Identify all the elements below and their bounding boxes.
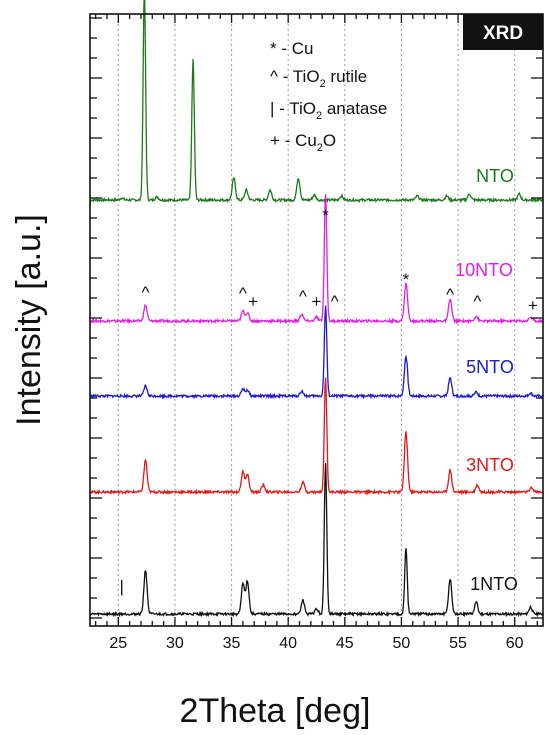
plot-frame	[89, 13, 544, 627]
series-label-3nto: 3NTO	[466, 455, 514, 475]
axis-ticks: 25 30 35 40 45 50 55 60	[90, 14, 543, 652]
series-label-nto: NTO	[476, 166, 514, 186]
peak-marker: ^	[331, 292, 339, 311]
series-label-5nto: 5NTO	[466, 357, 514, 377]
xrd-badge: XRD	[463, 14, 543, 50]
series-line-nto	[89, 0, 544, 204]
legend-entry-cu2o: + - Cu2O	[270, 131, 336, 154]
peak-marker: +	[248, 292, 258, 311]
y-axis-title: Intensity [a.u.]	[10, 214, 48, 426]
legend-entry-text: | - TiO2 anatase	[270, 99, 387, 122]
xrd-badge-box	[463, 14, 543, 50]
peak-marker: ^	[473, 292, 481, 311]
series-line-1nto	[89, 463, 544, 618]
legend: * - Cu ^ - TiO2 rutile | - TiO2 anatase …	[270, 39, 387, 154]
x-axis-title: 2Theta [deg]	[180, 692, 371, 730]
series-line-10nto	[89, 194, 544, 325]
x-tick-label: 50	[393, 635, 411, 652]
x-tick-label: 40	[279, 635, 297, 652]
legend-entry-anatase: | - TiO2 anatase	[270, 99, 387, 122]
x-tick-label: 25	[109, 635, 127, 652]
peak-marker: *	[403, 270, 410, 289]
legend-entry-text: + - Cu2O	[270, 131, 336, 154]
peak-marker: ^	[142, 283, 150, 302]
legend-entry-cu: * - Cu	[270, 39, 313, 58]
peak-marker: ^	[299, 287, 307, 306]
peak-markers: *^ ^ + ^ + ^*^ ^ +|	[119, 206, 537, 596]
peak-marker: ^	[239, 284, 247, 303]
peak-marker: +	[312, 292, 322, 311]
x-tick-label: 55	[449, 635, 467, 652]
legend-entry-text: * - Cu	[270, 39, 313, 58]
series-line-5nto	[89, 305, 544, 400]
x-tick-label: 30	[166, 635, 184, 652]
legend-entry-text: ^ - TiO2 rutile	[270, 67, 367, 90]
x-tick-label: 35	[223, 635, 241, 652]
series-layer: NTO 10NTO 5NTO 3NTO 1NTO	[89, 0, 544, 618]
xrd-badge-label: XRD	[483, 23, 523, 44]
x-tick-label: 45	[336, 635, 354, 652]
series-label-10nto: 10NTO	[455, 260, 513, 280]
peak-marker: ^	[446, 285, 454, 304]
peak-marker: |	[119, 577, 123, 596]
series-label-1nto: 1NTO	[470, 574, 518, 594]
series-line-3nto	[89, 377, 544, 496]
peak-marker: *	[322, 206, 329, 225]
x-tick-label: 60	[506, 635, 524, 652]
peak-marker: +	[528, 296, 538, 315]
legend-entry-rutile: ^ - TiO2 rutile	[270, 67, 367, 90]
